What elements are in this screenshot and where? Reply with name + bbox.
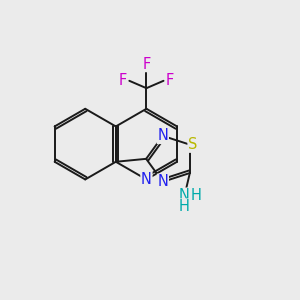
Text: F: F (142, 56, 151, 71)
Text: H: H (190, 188, 201, 203)
Text: N: N (158, 128, 168, 143)
Text: N: N (141, 172, 152, 187)
Text: N: N (158, 174, 168, 189)
Text: F: F (119, 73, 127, 88)
Text: F: F (166, 73, 174, 88)
Text: S: S (188, 137, 197, 152)
Text: H: H (178, 199, 189, 214)
Text: N: N (178, 188, 189, 203)
